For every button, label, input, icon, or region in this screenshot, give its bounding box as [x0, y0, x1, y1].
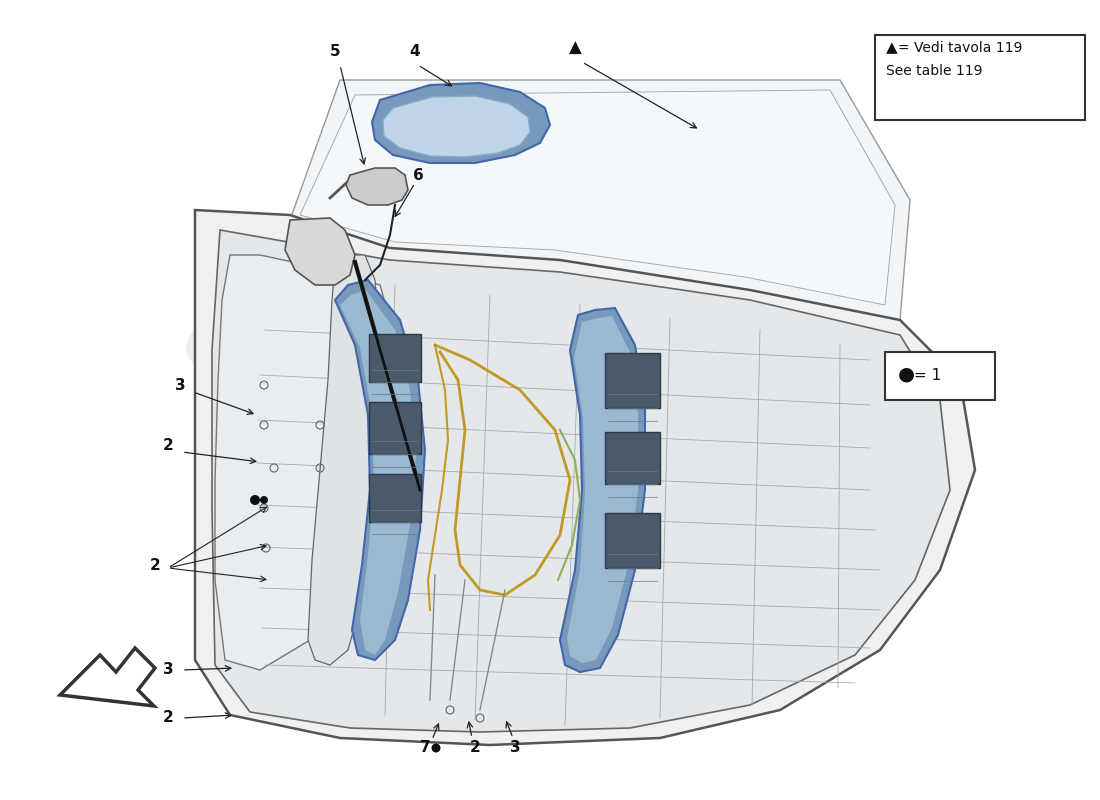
Text: a passion: a passion — [280, 427, 519, 553]
Polygon shape — [605, 432, 660, 484]
Polygon shape — [300, 90, 895, 305]
Text: 3: 3 — [509, 741, 520, 755]
Polygon shape — [195, 210, 975, 745]
Polygon shape — [308, 255, 380, 665]
Text: 5: 5 — [330, 45, 340, 59]
Polygon shape — [605, 513, 660, 567]
Polygon shape — [212, 230, 950, 732]
Text: 4: 4 — [409, 45, 420, 59]
Text: ▲: ▲ — [569, 39, 582, 57]
Text: ▲: ▲ — [886, 40, 898, 55]
Text: 3: 3 — [175, 378, 185, 393]
Text: since 1985: since 1985 — [396, 486, 624, 604]
Text: 6: 6 — [412, 167, 424, 182]
Text: 2: 2 — [470, 741, 481, 755]
Polygon shape — [340, 290, 416, 655]
Polygon shape — [383, 96, 530, 157]
Polygon shape — [285, 218, 355, 285]
Polygon shape — [560, 308, 645, 672]
Text: 2: 2 — [163, 710, 174, 726]
Circle shape — [260, 496, 268, 504]
Polygon shape — [368, 474, 421, 522]
Bar — [874, 35, 1085, 120]
Text: ●: ● — [898, 365, 915, 383]
Circle shape — [250, 495, 260, 505]
Text: = 1: = 1 — [914, 369, 942, 383]
Text: 7: 7 — [420, 741, 430, 755]
Polygon shape — [290, 80, 910, 320]
Polygon shape — [372, 83, 550, 163]
Circle shape — [396, 176, 404, 184]
Text: 3: 3 — [163, 662, 174, 678]
Text: See table 119: See table 119 — [886, 64, 982, 78]
Polygon shape — [336, 280, 425, 660]
Text: eucarpes: eucarpes — [169, 290, 671, 550]
Polygon shape — [566, 316, 638, 663]
Text: = Vedi tavola 119: = Vedi tavola 119 — [898, 41, 1022, 55]
Polygon shape — [346, 168, 408, 205]
Text: 2: 2 — [150, 558, 161, 573]
Bar — [886, 352, 996, 400]
Polygon shape — [605, 353, 660, 407]
Polygon shape — [214, 255, 390, 670]
Circle shape — [431, 743, 440, 753]
Text: 2: 2 — [163, 438, 174, 453]
Polygon shape — [368, 334, 421, 382]
Polygon shape — [60, 648, 155, 706]
Polygon shape — [368, 402, 421, 454]
